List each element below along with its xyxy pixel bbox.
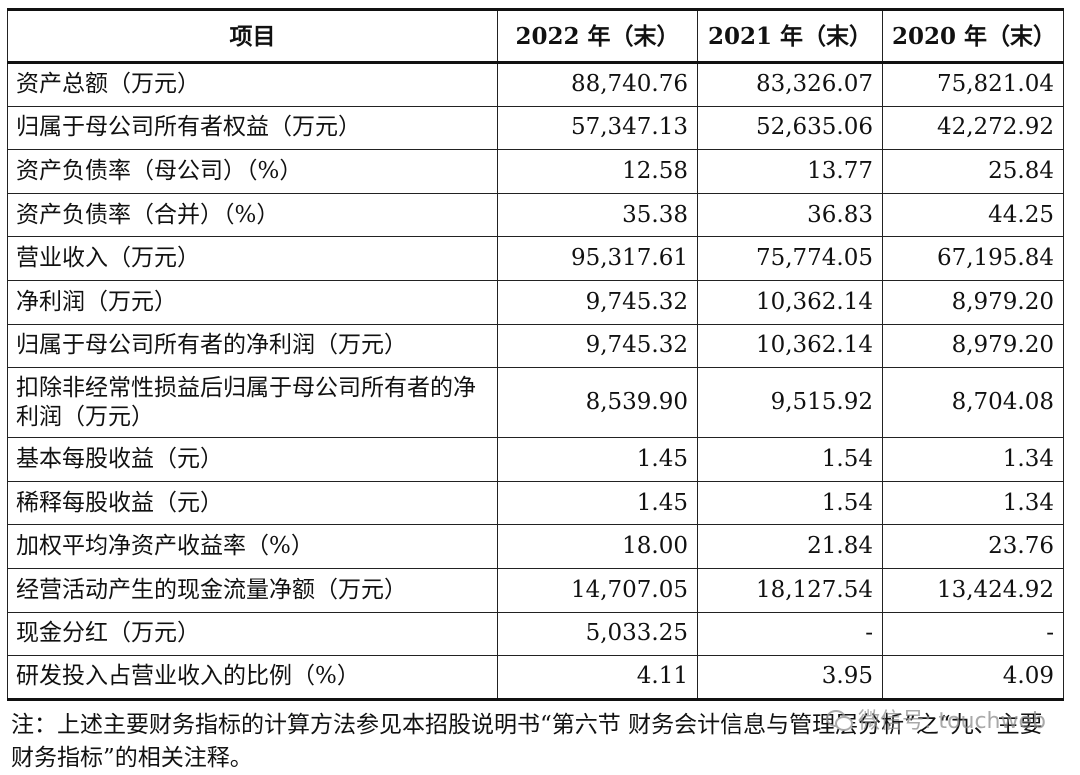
cell-2020: 13,424.92 xyxy=(882,567,1064,613)
cell-2021: - xyxy=(697,611,883,657)
cell-2020: 1.34 xyxy=(882,480,1064,526)
table-row: 归属于母公司所有者的净利润（万元） 9,745.32 10,362.14 8,9… xyxy=(7,323,1064,369)
cell-2021: 10,362.14 xyxy=(697,279,883,325)
cell-2022: 95,317.61 xyxy=(497,236,698,281)
cell-2020: 8,979.20 xyxy=(882,279,1064,325)
watermark: 微信号: touchweb xyxy=(826,703,1046,735)
row-label: 扣除非经常性损益后归属于母公司所有者的净利润（万元） xyxy=(7,367,498,439)
wechat-icon xyxy=(826,708,854,731)
header-row: 项目 2022 年（末） 2021 年（末） 2020 年（末） xyxy=(7,9,1064,64)
table-header: 项目 2022 年（末） 2021 年（末） 2020 年（末） xyxy=(7,9,1064,64)
row-label: 经营活动产生的现金流量净额（万元） xyxy=(7,567,498,613)
cell-2022: 88,740.76 xyxy=(497,62,698,107)
cell-2020: 44.25 xyxy=(882,192,1064,238)
cell-2020: - xyxy=(882,611,1064,657)
header-item: 项目 xyxy=(7,9,498,64)
cell-2022: 12.58 xyxy=(497,149,698,194)
table-row: 归属于母公司所有者权益（万元） 57,347.13 52,635.06 42,2… xyxy=(7,105,1064,151)
table-row: 净利润（万元） 9,745.32 10,362.14 8,979.20 xyxy=(7,279,1064,325)
table-row: 基本每股收益（元） 1.45 1.54 1.34 xyxy=(7,437,1064,482)
cell-2021: 1.54 xyxy=(697,480,883,526)
cell-2020: 1.34 xyxy=(882,437,1064,482)
table-row: 经营活动产生的现金流量净额（万元） 14,707.05 18,127.54 13… xyxy=(7,567,1064,613)
table-row: 营业收入（万元） 95,317.61 75,774.05 67,195.84 xyxy=(7,236,1064,281)
table-row: 资产负债率（合并）（%） 35.38 36.83 44.25 xyxy=(7,192,1064,238)
header-2022: 2022 年（末） xyxy=(497,9,698,64)
row-label: 归属于母公司所有者权益（万元） xyxy=(7,105,498,151)
cell-2020: 8,979.20 xyxy=(882,323,1064,369)
cell-2020: 75,821.04 xyxy=(882,62,1064,107)
cell-2021: 18,127.54 xyxy=(697,567,883,613)
table-row: 资产负债率（母公司）（%） 12.58 13.77 25.84 xyxy=(7,149,1064,194)
cell-2022: 8,539.90 xyxy=(497,367,698,439)
cell-2021: 1.54 xyxy=(697,437,883,482)
cell-2022: 18.00 xyxy=(497,524,698,569)
cell-2022: 9,745.32 xyxy=(497,323,698,369)
watermark-text: 微信号: touchweb xyxy=(858,709,1046,734)
cell-2022: 57,347.13 xyxy=(497,105,698,151)
cell-2021: 21.84 xyxy=(697,524,883,569)
cell-2020: 25.84 xyxy=(882,149,1064,194)
cell-2020: 42,272.92 xyxy=(882,105,1064,151)
table-row: 现金分红（万元） 5,033.25 - - xyxy=(7,611,1064,657)
cell-2021: 75,774.05 xyxy=(697,236,883,281)
header-2021: 2021 年（末） xyxy=(697,9,883,64)
cell-2022: 1.45 xyxy=(497,480,698,526)
table-row: 扣除非经常性损益后归属于母公司所有者的净利润（万元） 8,539.90 9,51… xyxy=(7,367,1064,439)
row-label: 资产负债率（合并）（%） xyxy=(7,192,498,238)
row-label: 加权平均净资产收益率（%） xyxy=(7,524,498,569)
row-label: 营业收入（万元） xyxy=(7,236,498,281)
table-row: 加权平均净资产收益率（%） 18.00 21.84 23.76 xyxy=(7,524,1064,569)
cell-2021: 83,326.07 xyxy=(697,62,883,107)
cell-2020: 23.76 xyxy=(882,524,1064,569)
table-row: 稀释每股收益（元） 1.45 1.54 1.34 xyxy=(7,480,1064,526)
cell-2020: 67,195.84 xyxy=(882,236,1064,281)
cell-2021: 3.95 xyxy=(697,655,883,701)
financial-indicators-table: 项目 2022 年（末） 2021 年（末） 2020 年（末） 资产总额（万元… xyxy=(7,8,1064,701)
row-label: 资产负债率（母公司）（%） xyxy=(7,149,498,194)
cell-2020: 4.09 xyxy=(882,655,1064,701)
cell-2022: 14,707.05 xyxy=(497,567,698,613)
cell-2022: 4.11 xyxy=(497,655,698,701)
row-label: 稀释每股收益（元） xyxy=(7,480,498,526)
cell-2022: 35.38 xyxy=(497,192,698,238)
header-2020: 2020 年（末） xyxy=(882,9,1064,64)
row-label: 研发投入占营业收入的比例（%） xyxy=(7,655,498,701)
cell-2022: 5,033.25 xyxy=(497,611,698,657)
table-row: 资产总额（万元） 88,740.76 83,326.07 75,821.04 xyxy=(7,62,1064,107)
cell-2021: 13.77 xyxy=(697,149,883,194)
financial-indicators-document: 项目 2022 年（末） 2021 年（末） 2020 年（末） 资产总额（万元… xyxy=(7,8,1064,775)
row-label: 净利润（万元） xyxy=(7,279,498,325)
row-label: 现金分红（万元） xyxy=(7,611,498,657)
row-label: 基本每股收益（元） xyxy=(7,437,498,482)
table-row: 研发投入占营业收入的比例（%） 4.11 3.95 4.09 xyxy=(7,655,1064,701)
cell-2022: 9,745.32 xyxy=(497,279,698,325)
row-label: 资产总额（万元） xyxy=(7,62,498,107)
cell-2021: 36.83 xyxy=(697,192,883,238)
cell-2021: 10,362.14 xyxy=(697,323,883,369)
table-body: 资产总额（万元） 88,740.76 83,326.07 75,821.04 归… xyxy=(7,62,1064,701)
footnote: 注：上述主要财务指标的计算方法参见本招股说明书“第六节 财务会计信息与管理层分析… xyxy=(11,711,1043,771)
cell-2022: 1.45 xyxy=(497,437,698,482)
cell-2021: 52,635.06 xyxy=(697,105,883,151)
cell-2020: 8,704.08 xyxy=(882,367,1064,439)
cell-2021: 9,515.92 xyxy=(697,367,883,439)
row-label: 归属于母公司所有者的净利润（万元） xyxy=(7,323,498,369)
